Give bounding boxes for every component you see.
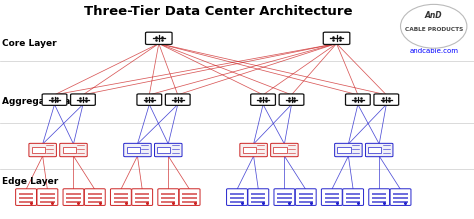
Bar	[114, 197, 128, 199]
Bar	[251, 193, 265, 195]
Bar	[182, 193, 197, 195]
Bar	[346, 193, 360, 195]
Bar	[243, 147, 256, 153]
Bar	[299, 197, 313, 199]
Bar	[372, 201, 386, 203]
Bar	[114, 201, 128, 203]
FancyBboxPatch shape	[16, 189, 36, 205]
Bar	[230, 197, 244, 199]
FancyBboxPatch shape	[158, 189, 179, 205]
Text: Aggregate Layer: Aggregate Layer	[2, 97, 87, 106]
FancyBboxPatch shape	[271, 143, 298, 157]
Bar	[88, 193, 102, 195]
FancyBboxPatch shape	[248, 189, 269, 205]
Bar	[135, 193, 149, 195]
FancyBboxPatch shape	[63, 189, 84, 205]
Bar	[325, 197, 339, 199]
FancyBboxPatch shape	[165, 94, 190, 105]
Bar	[157, 147, 171, 153]
FancyBboxPatch shape	[335, 143, 362, 157]
Bar	[277, 197, 292, 199]
FancyBboxPatch shape	[60, 143, 87, 157]
FancyBboxPatch shape	[71, 94, 95, 105]
Bar	[325, 193, 339, 195]
Bar	[372, 193, 386, 195]
FancyBboxPatch shape	[346, 94, 370, 105]
FancyBboxPatch shape	[295, 189, 316, 205]
FancyBboxPatch shape	[29, 143, 56, 157]
Bar	[337, 147, 350, 153]
FancyBboxPatch shape	[274, 189, 295, 205]
FancyBboxPatch shape	[137, 94, 162, 105]
Text: Core Layer: Core Layer	[2, 39, 57, 48]
Bar	[273, 147, 286, 153]
Bar	[88, 201, 102, 203]
Bar	[88, 197, 102, 199]
FancyBboxPatch shape	[279, 94, 304, 105]
Bar	[251, 197, 265, 199]
FancyBboxPatch shape	[343, 189, 364, 205]
FancyBboxPatch shape	[155, 143, 182, 157]
Bar	[40, 193, 55, 195]
Bar	[161, 193, 175, 195]
FancyBboxPatch shape	[132, 189, 153, 205]
Text: Edge Layer: Edge Layer	[2, 177, 59, 186]
Bar	[277, 201, 292, 203]
Bar	[19, 197, 33, 199]
Text: AnD: AnD	[425, 11, 443, 20]
FancyBboxPatch shape	[365, 143, 393, 157]
FancyBboxPatch shape	[369, 189, 390, 205]
Bar	[32, 147, 45, 153]
Bar	[393, 201, 408, 203]
Bar	[127, 147, 139, 153]
Bar	[368, 147, 381, 153]
Text: CABLE PRODUCTS: CABLE PRODUCTS	[405, 27, 463, 32]
FancyBboxPatch shape	[227, 189, 247, 205]
Bar	[230, 193, 244, 195]
Bar	[393, 193, 408, 195]
FancyBboxPatch shape	[110, 189, 131, 205]
Text: andcable.com: andcable.com	[409, 48, 458, 54]
Bar	[299, 193, 313, 195]
Text: Three-Tier Data Center Architecture: Three-Tier Data Center Architecture	[84, 5, 352, 18]
Bar	[66, 197, 81, 199]
Bar	[114, 193, 128, 195]
Ellipse shape	[401, 4, 467, 48]
FancyBboxPatch shape	[42, 94, 67, 105]
Bar	[40, 197, 55, 199]
FancyBboxPatch shape	[179, 189, 200, 205]
Bar	[182, 197, 197, 199]
Bar	[325, 201, 339, 203]
FancyBboxPatch shape	[146, 32, 172, 44]
FancyBboxPatch shape	[390, 189, 411, 205]
Bar	[251, 201, 265, 203]
Bar	[40, 201, 55, 203]
Bar	[19, 193, 33, 195]
Bar	[346, 201, 360, 203]
Bar	[277, 193, 292, 195]
FancyBboxPatch shape	[84, 189, 105, 205]
Bar	[135, 201, 149, 203]
Bar	[135, 197, 149, 199]
Bar	[66, 193, 81, 195]
Bar	[19, 201, 33, 203]
Bar	[161, 197, 175, 199]
Bar	[230, 201, 244, 203]
Bar	[66, 201, 81, 203]
Bar	[63, 147, 76, 153]
FancyBboxPatch shape	[124, 143, 151, 157]
FancyBboxPatch shape	[240, 143, 267, 157]
FancyBboxPatch shape	[37, 189, 58, 205]
FancyBboxPatch shape	[323, 32, 350, 44]
FancyBboxPatch shape	[374, 94, 399, 105]
Bar	[299, 201, 313, 203]
Bar	[372, 197, 386, 199]
Bar	[393, 197, 408, 199]
FancyBboxPatch shape	[321, 189, 342, 205]
Bar	[161, 201, 175, 203]
Bar	[346, 197, 360, 199]
Bar	[182, 201, 197, 203]
FancyBboxPatch shape	[251, 94, 275, 105]
